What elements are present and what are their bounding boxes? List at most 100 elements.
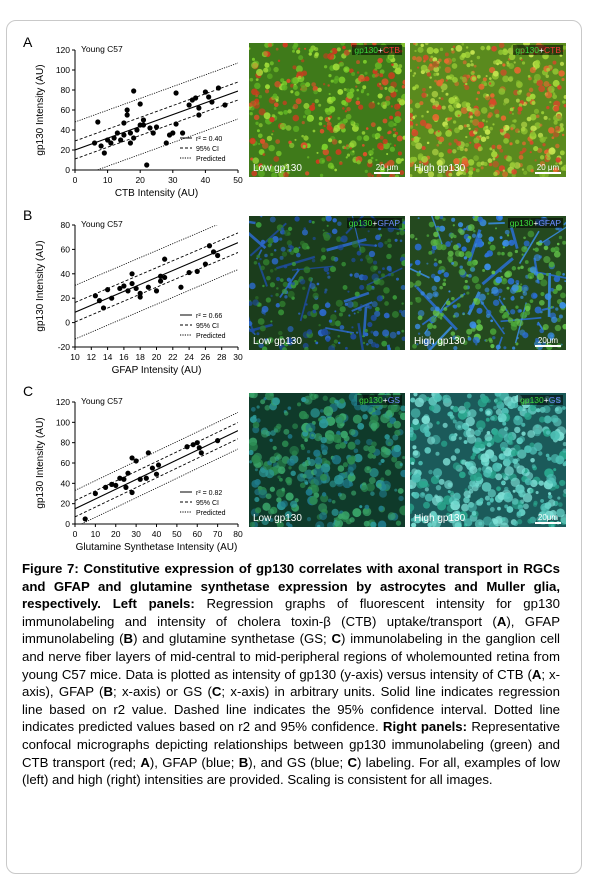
micrograph-image bbox=[249, 216, 405, 350]
micrograph-feature bbox=[445, 92, 449, 96]
micrograph-feature bbox=[337, 334, 341, 338]
x-tick-label: 24 bbox=[184, 352, 194, 362]
data-point bbox=[163, 140, 169, 146]
micrograph-feature bbox=[455, 335, 461, 341]
micrograph-feature bbox=[371, 148, 375, 151]
micrograph-feature bbox=[260, 265, 265, 271]
micrograph-feature bbox=[469, 141, 472, 144]
micrograph-feature bbox=[459, 166, 467, 173]
micrograph-feature bbox=[447, 117, 451, 121]
micrograph-stain-tag: gp130+CTB bbox=[513, 45, 563, 55]
micrograph-feature bbox=[555, 157, 561, 163]
micrograph-feature bbox=[489, 98, 496, 105]
micrograph-feature bbox=[270, 294, 273, 298]
graph-title: Young C57 bbox=[81, 396, 123, 406]
micrograph-feature bbox=[309, 496, 318, 505]
micrograph-feature bbox=[271, 133, 274, 136]
micrograph-feature bbox=[425, 123, 432, 130]
regression-lines bbox=[75, 225, 238, 340]
micrograph-feature bbox=[337, 221, 342, 226]
micrograph-feature bbox=[474, 519, 485, 527]
micrograph-feature bbox=[553, 516, 558, 521]
data-point bbox=[124, 107, 130, 113]
micrograph-feature bbox=[535, 424, 540, 429]
predicted-upper-line bbox=[75, 62, 238, 123]
micrograph-feature bbox=[507, 456, 515, 464]
micrograph-feature bbox=[449, 414, 455, 419]
micrograph-feature bbox=[275, 98, 279, 102]
micrograph-feature bbox=[539, 123, 543, 127]
micrograph-feature bbox=[472, 216, 475, 219]
micrograph-feature bbox=[341, 511, 350, 520]
micrograph-feature bbox=[411, 468, 418, 475]
micrograph-feature bbox=[262, 502, 271, 511]
data-point bbox=[198, 450, 204, 456]
micrograph-feature bbox=[508, 53, 516, 61]
micrograph-feature bbox=[495, 113, 500, 118]
micrograph-feature bbox=[413, 136, 420, 143]
micrograph-feature bbox=[302, 474, 307, 479]
micrograph-feature bbox=[305, 488, 313, 496]
micrograph-feature bbox=[475, 168, 480, 173]
micrograph-feature bbox=[452, 462, 461, 470]
micrograph-feature bbox=[386, 265, 392, 271]
micrograph-feature bbox=[504, 124, 510, 131]
micrograph-feature bbox=[264, 404, 271, 411]
glial-process bbox=[257, 262, 268, 287]
micrograph-feature bbox=[411, 161, 415, 165]
micrograph-feature bbox=[413, 393, 418, 397]
micrograph-feature bbox=[411, 117, 414, 121]
micrograph-feature bbox=[320, 494, 329, 503]
micrograph-feature bbox=[423, 501, 430, 509]
micrograph-feature bbox=[470, 70, 475, 76]
micrograph-feature bbox=[345, 113, 352, 120]
micrograph-feature bbox=[260, 239, 266, 245]
micrograph-feature bbox=[370, 156, 374, 160]
micrograph-feature bbox=[500, 522, 509, 527]
caption-letter: C bbox=[331, 631, 342, 647]
micrograph-feature bbox=[488, 112, 493, 117]
micrograph-feature bbox=[362, 151, 368, 157]
micrograph-feature bbox=[484, 95, 491, 101]
micrograph-feature bbox=[269, 518, 274, 523]
micrograph-feature bbox=[429, 76, 432, 79]
micrograph-feature bbox=[318, 116, 323, 121]
micrograph-feature bbox=[510, 309, 516, 315]
micrograph-feature bbox=[448, 290, 451, 293]
micrograph-feature bbox=[298, 55, 304, 61]
micrograph-feature bbox=[454, 165, 458, 169]
micrograph-feature bbox=[376, 126, 382, 132]
micrograph-feature bbox=[410, 397, 416, 403]
micrograph-feature bbox=[446, 75, 451, 80]
micrograph-feature bbox=[350, 120, 355, 125]
micrograph-feature bbox=[475, 343, 478, 346]
data-point bbox=[129, 271, 135, 277]
micrograph-feature bbox=[301, 134, 304, 138]
micrograph-feature bbox=[314, 457, 323, 465]
micrograph-feature bbox=[553, 275, 561, 283]
micrograph-feature bbox=[366, 257, 374, 264]
micrograph-feature bbox=[367, 230, 370, 233]
micrograph-feature bbox=[517, 106, 523, 112]
micrograph-feature bbox=[367, 172, 372, 177]
micrograph-feature bbox=[415, 280, 422, 287]
data-point bbox=[222, 102, 228, 108]
micrograph-feature bbox=[308, 458, 316, 467]
micrograph-feature bbox=[348, 482, 354, 487]
micrograph-feature bbox=[346, 330, 349, 333]
micrograph-feature bbox=[450, 455, 457, 461]
micrograph-feature bbox=[433, 275, 441, 283]
micrograph-feature bbox=[342, 462, 349, 468]
y-tick-label: 40 bbox=[61, 125, 71, 135]
micrograph-feature bbox=[346, 91, 354, 99]
micrograph-feature bbox=[315, 341, 319, 345]
micrograph-feature bbox=[547, 306, 551, 310]
panel-letter-a: A bbox=[23, 34, 33, 50]
micrograph-feature bbox=[424, 493, 433, 502]
micrograph-stain-tag: gp130+GS bbox=[518, 395, 563, 405]
micrograph-feature bbox=[389, 174, 393, 177]
micrograph-feature bbox=[336, 47, 341, 52]
micrograph-feature bbox=[284, 295, 288, 299]
micrograph-feature bbox=[286, 522, 291, 527]
